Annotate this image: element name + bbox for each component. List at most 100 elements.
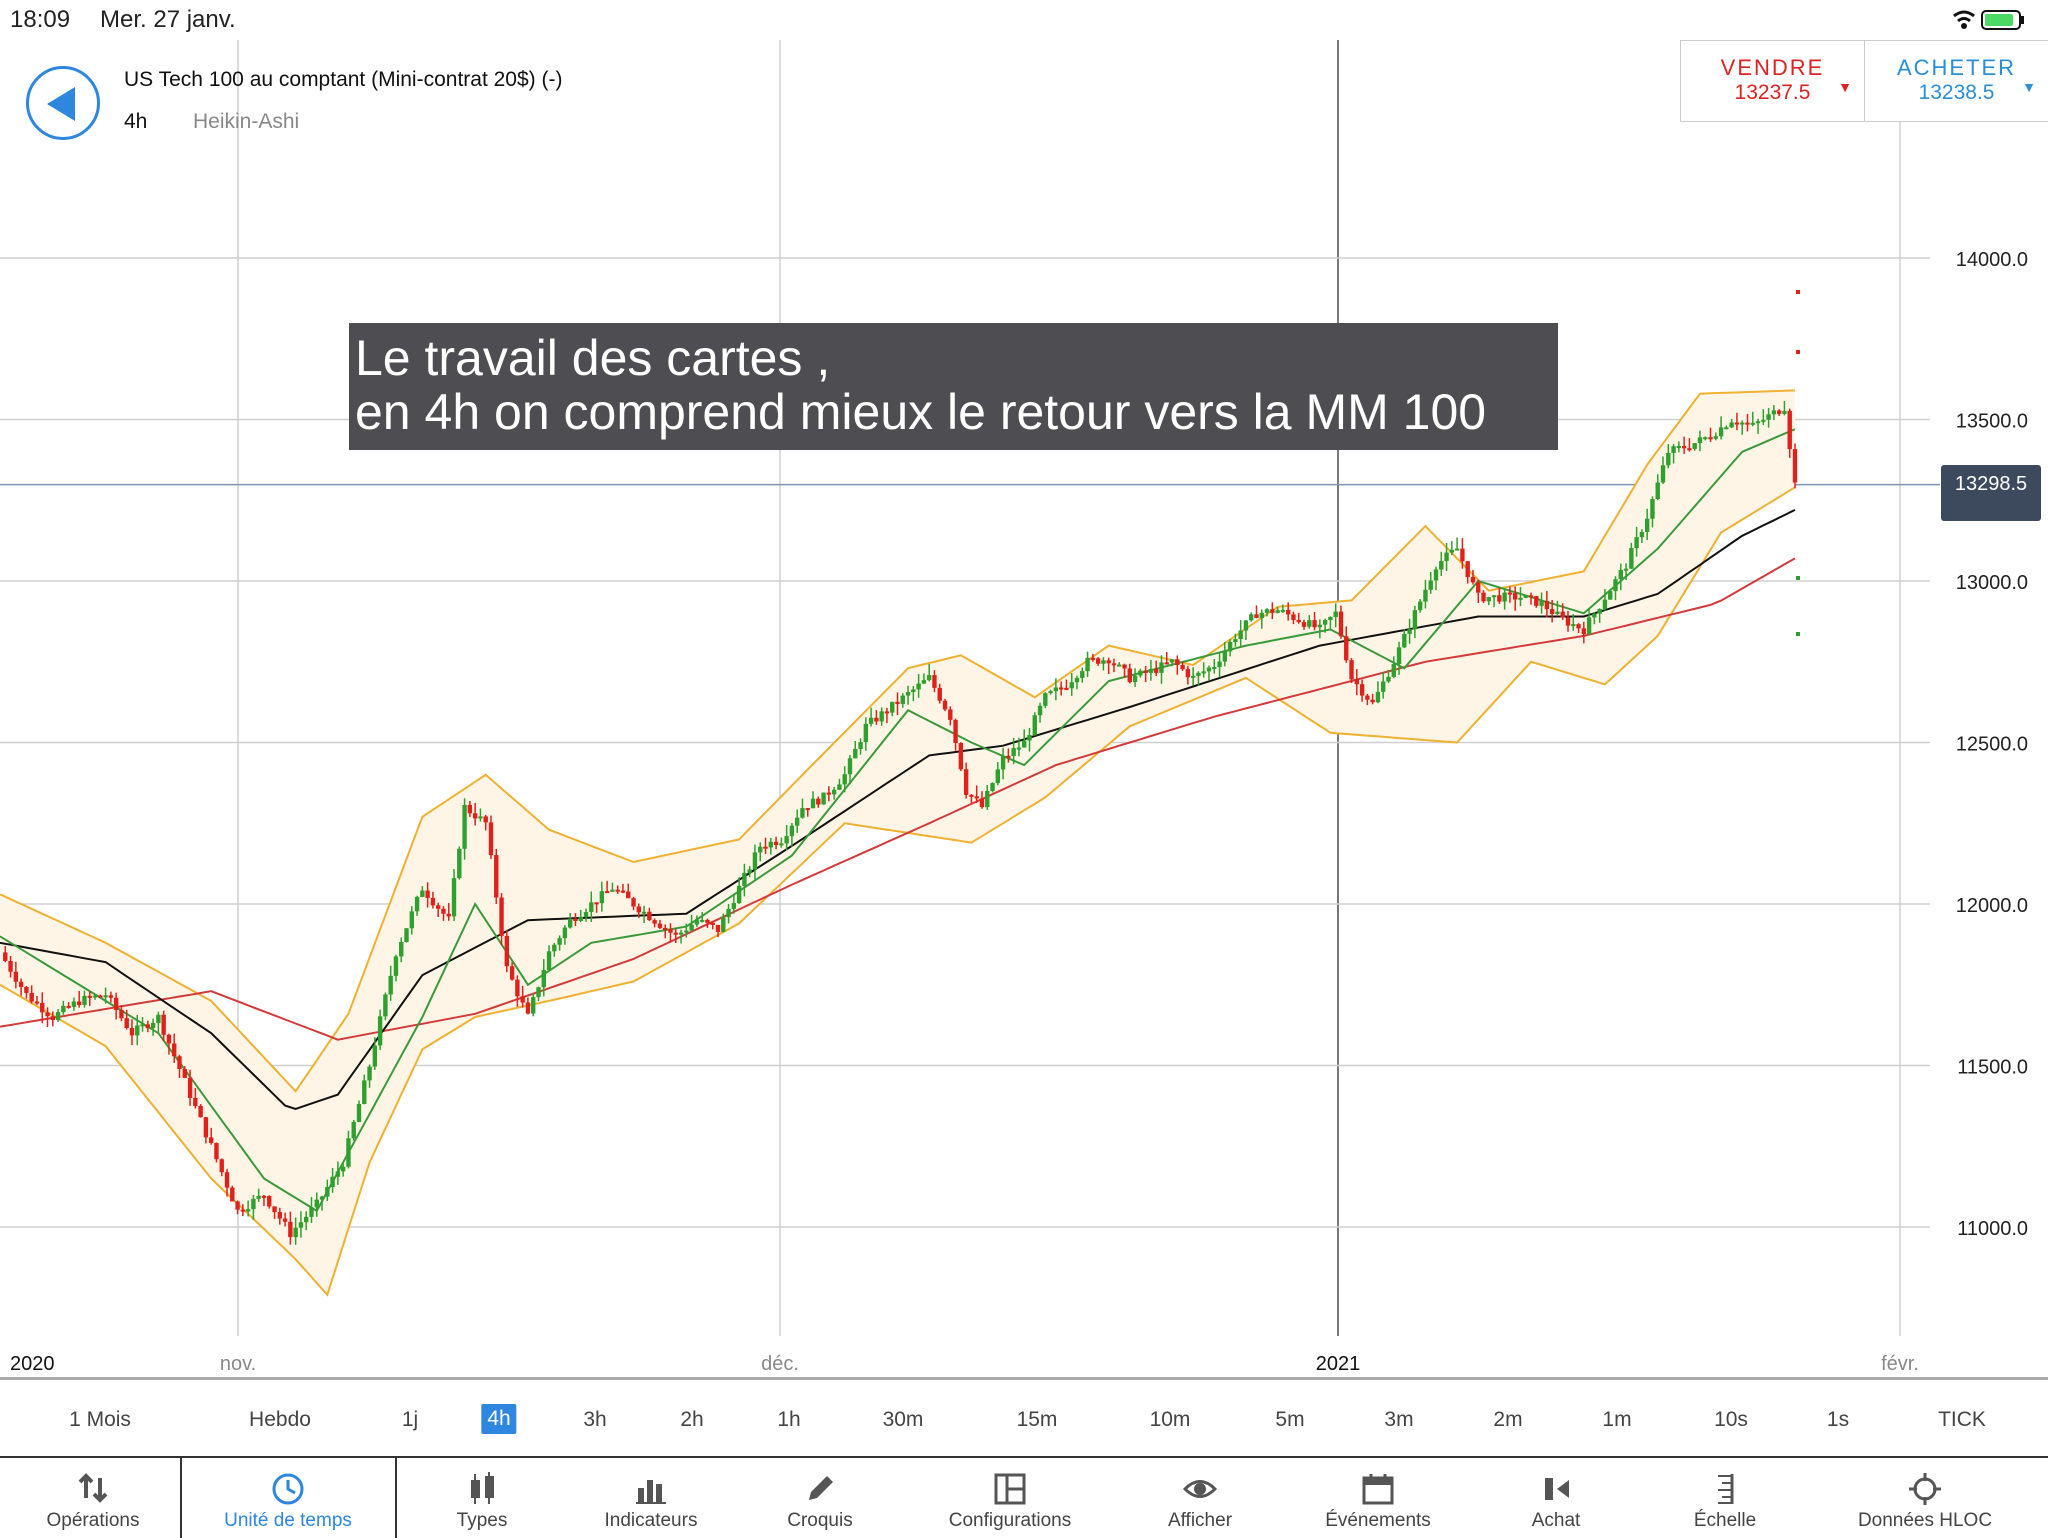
candle-up: [926, 675, 932, 681]
candle-down: [1106, 660, 1111, 664]
toolbar-eye-button[interactable]: Afficher: [1110, 1458, 1290, 1538]
candle-down: [1476, 582, 1481, 593]
status-time: 18:09: [10, 6, 71, 33]
candle-up: [304, 1216, 309, 1223]
candle-down: [652, 920, 657, 924]
candle-up: [1539, 600, 1544, 606]
candle-up: [552, 944, 557, 952]
candle-down: [1296, 619, 1301, 623]
candle-up: [335, 1171, 341, 1177]
back-button[interactable]: [26, 66, 100, 140]
candle-up: [1613, 579, 1618, 592]
candle-down: [604, 891, 610, 894]
chart-type-label: Heikin-Ashi: [193, 110, 300, 133]
candle-down: [1507, 592, 1513, 595]
annotation-line-1: Le travail des cartes ,: [355, 330, 831, 386]
candle-down: [1734, 422, 1740, 425]
timeframe-1s[interactable]: 1s: [1826, 1408, 1850, 1431]
candle-up: [921, 680, 927, 684]
x-tick-label: déc.: [761, 1353, 799, 1375]
x-tick-label: 2020: [10, 1353, 55, 1375]
price-chart[interactable]: 14000.0 13500.0 13000.0 12500.0 12000.0 11500…: [0, 0, 2048, 1378]
buy-button[interactable]: ACHETER 13238.5 ▼: [1865, 41, 2048, 121]
candle-down: [1549, 609, 1555, 615]
timeframe-15m[interactable]: 15m: [1016, 1408, 1058, 1431]
candle-down: [282, 1218, 288, 1222]
candle-down: [208, 1137, 214, 1144]
toolbar-trade-button[interactable]: Achat: [1466, 1458, 1646, 1538]
toolbar-clock-button[interactable]: Unité de temps: [198, 1458, 378, 1538]
trade-icon: [1545, 1478, 1569, 1500]
candle-down: [1006, 755, 1011, 758]
candle-up: [800, 808, 805, 818]
timeframe-3h[interactable]: 3h: [583, 1408, 607, 1431]
current-price-tag: 13298.5: [1941, 465, 2041, 521]
candle-up: [1069, 682, 1074, 689]
candle-up: [1703, 437, 1708, 440]
timeframe-1-mois[interactable]: 1 Mois: [69, 1408, 131, 1431]
candle-down: [240, 1209, 246, 1212]
timeframe-1j[interactable]: 1j: [401, 1408, 419, 1431]
buy-dropdown-icon[interactable]: ▼: [2022, 79, 2036, 95]
candle-down: [166, 1034, 172, 1044]
candle-up: [1502, 592, 1507, 602]
toolbar-icon-wrap: [198, 1458, 378, 1506]
candle-down: [1064, 687, 1069, 690]
candle-up: [1718, 427, 1724, 437]
price-marker: [1796, 290, 1800, 294]
timeframe-2m[interactable]: 2m: [1493, 1408, 1523, 1431]
toolbar-candle-types-button[interactable]: Types: [392, 1458, 572, 1538]
timeframe-3m[interactable]: 3m: [1384, 1408, 1414, 1431]
timeframe-5m[interactable]: 5m: [1275, 1408, 1305, 1431]
candle-up: [1439, 561, 1444, 570]
candle-down: [1175, 659, 1180, 666]
timeframe-10s[interactable]: 10s: [1714, 1408, 1748, 1431]
ma-long-line: [0, 557, 1796, 1041]
timeframe-4h[interactable]: 4h: [481, 1404, 517, 1434]
timeframe-1m[interactable]: 1m: [1602, 1408, 1632, 1431]
toolbar-icon-wrap: [1288, 1458, 1468, 1506]
candle-up: [1322, 620, 1328, 625]
eye-icon: [1183, 1480, 1217, 1498]
candle-up: [578, 916, 583, 921]
candle-down: [1180, 665, 1185, 670]
candle-down: [288, 1221, 293, 1238]
candle-up: [1697, 437, 1703, 444]
toolbar-pencil-button[interactable]: Croquis: [730, 1458, 910, 1538]
toolbar-crosshair-button[interactable]: Données HLOC: [1835, 1458, 2015, 1538]
candle-up: [388, 975, 393, 995]
timeframe-10m[interactable]: 10m: [1149, 1408, 1191, 1431]
candle-down: [193, 1097, 198, 1106]
candle-up: [409, 911, 414, 929]
candle-up: [1053, 687, 1059, 692]
candle-up: [1307, 620, 1312, 627]
candle-up: [1692, 443, 1697, 449]
candle-down: [1497, 595, 1502, 602]
candle-down: [272, 1206, 277, 1213]
sell-dropdown-icon[interactable]: ▼: [1838, 79, 1852, 95]
candle-down: [1365, 695, 1370, 700]
candle-up: [1608, 591, 1613, 600]
timeframe-tick[interactable]: TICK: [1938, 1408, 1986, 1431]
candle-up: [1782, 410, 1787, 414]
toolbar-layout-button[interactable]: Configurations: [920, 1458, 1100, 1538]
candle-up: [1729, 422, 1734, 428]
timeframe-30m[interactable]: 30m: [882, 1408, 924, 1431]
candle-up: [298, 1222, 304, 1228]
toolbar-calendar-button[interactable]: Événements: [1288, 1458, 1468, 1538]
candle-up: [1518, 597, 1523, 600]
toolbar-ruler-button[interactable]: Échelle: [1635, 1458, 1815, 1538]
candle-up: [1249, 614, 1254, 621]
candle-up: [1222, 651, 1228, 662]
chart-annotation[interactable]: Le travail des cartes , en 4h on compren…: [349, 323, 1558, 450]
candle-up: [1375, 691, 1381, 703]
timeframe-hebdo[interactable]: Hebdo: [249, 1408, 311, 1431]
timeframe-2h[interactable]: 2h: [680, 1408, 704, 1431]
toolbar-label: Indicateurs: [604, 1510, 698, 1531]
toolbar-bar-indicators-button[interactable]: Indicateurs: [561, 1458, 741, 1538]
toolbar-operations-button[interactable]: Opérations: [3, 1458, 183, 1538]
candle-down: [261, 1195, 267, 1198]
timeframe-1h[interactable]: 1h: [777, 1408, 801, 1431]
candle-down: [626, 891, 631, 899]
sell-button[interactable]: VENDRE 13237.5 ▼: [1681, 41, 1865, 121]
